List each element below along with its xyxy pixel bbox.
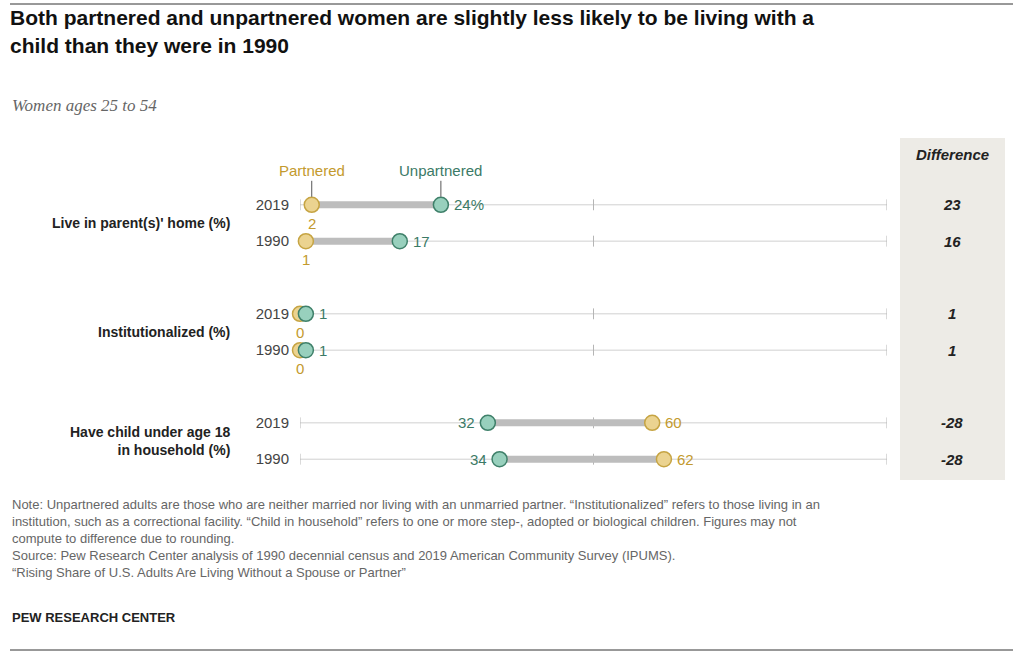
svg-text:Difference: Difference bbox=[916, 146, 989, 163]
svg-text:60: 60 bbox=[665, 414, 682, 431]
svg-text:Unpartnered: Unpartnered bbox=[399, 162, 482, 179]
svg-text:1: 1 bbox=[302, 251, 310, 268]
svg-text:1990: 1990 bbox=[256, 341, 289, 358]
svg-text:Have child under age 18in hous: Have child under age 18in household (%) bbox=[70, 424, 230, 458]
svg-text:0: 0 bbox=[296, 324, 304, 341]
svg-text:0: 0 bbox=[296, 360, 304, 377]
svg-text:62: 62 bbox=[677, 451, 694, 468]
svg-text:Note: Unpartnered adults are t: Note: Unpartnered adults are those who a… bbox=[12, 497, 820, 580]
svg-text:-28: -28 bbox=[941, 414, 963, 431]
svg-text:2: 2 bbox=[308, 215, 316, 232]
svg-text:16: 16 bbox=[944, 233, 961, 250]
svg-text:PEW RESEARCH CENTER: PEW RESEARCH CENTER bbox=[12, 610, 176, 625]
svg-text:23: 23 bbox=[943, 196, 961, 213]
svg-text:1: 1 bbox=[319, 342, 327, 359]
svg-text:17: 17 bbox=[413, 233, 430, 250]
svg-text:Both partnered and unpartnered: Both partnered and unpartnered women are… bbox=[10, 6, 814, 56]
svg-text:Institutionalized (%): Institutionalized (%) bbox=[98, 324, 230, 340]
svg-text:1990: 1990 bbox=[256, 450, 289, 467]
svg-text:Live in parent(s)' home (%): Live in parent(s)' home (%) bbox=[52, 215, 230, 231]
svg-text:Partnered: Partnered bbox=[279, 162, 345, 179]
svg-text:34: 34 bbox=[470, 451, 487, 468]
svg-text:32: 32 bbox=[458, 414, 475, 431]
svg-text:2019: 2019 bbox=[256, 196, 289, 213]
svg-text:2019: 2019 bbox=[256, 414, 289, 431]
svg-text:1: 1 bbox=[948, 305, 956, 322]
svg-text:Women ages 25 to 54: Women ages 25 to 54 bbox=[12, 96, 157, 115]
svg-text:1: 1 bbox=[319, 305, 327, 322]
svg-text:1990: 1990 bbox=[256, 232, 289, 249]
svg-text:1: 1 bbox=[948, 342, 956, 359]
svg-text:24%: 24% bbox=[454, 196, 484, 213]
svg-text:-28: -28 bbox=[941, 451, 963, 468]
svg-text:2019: 2019 bbox=[256, 305, 289, 322]
